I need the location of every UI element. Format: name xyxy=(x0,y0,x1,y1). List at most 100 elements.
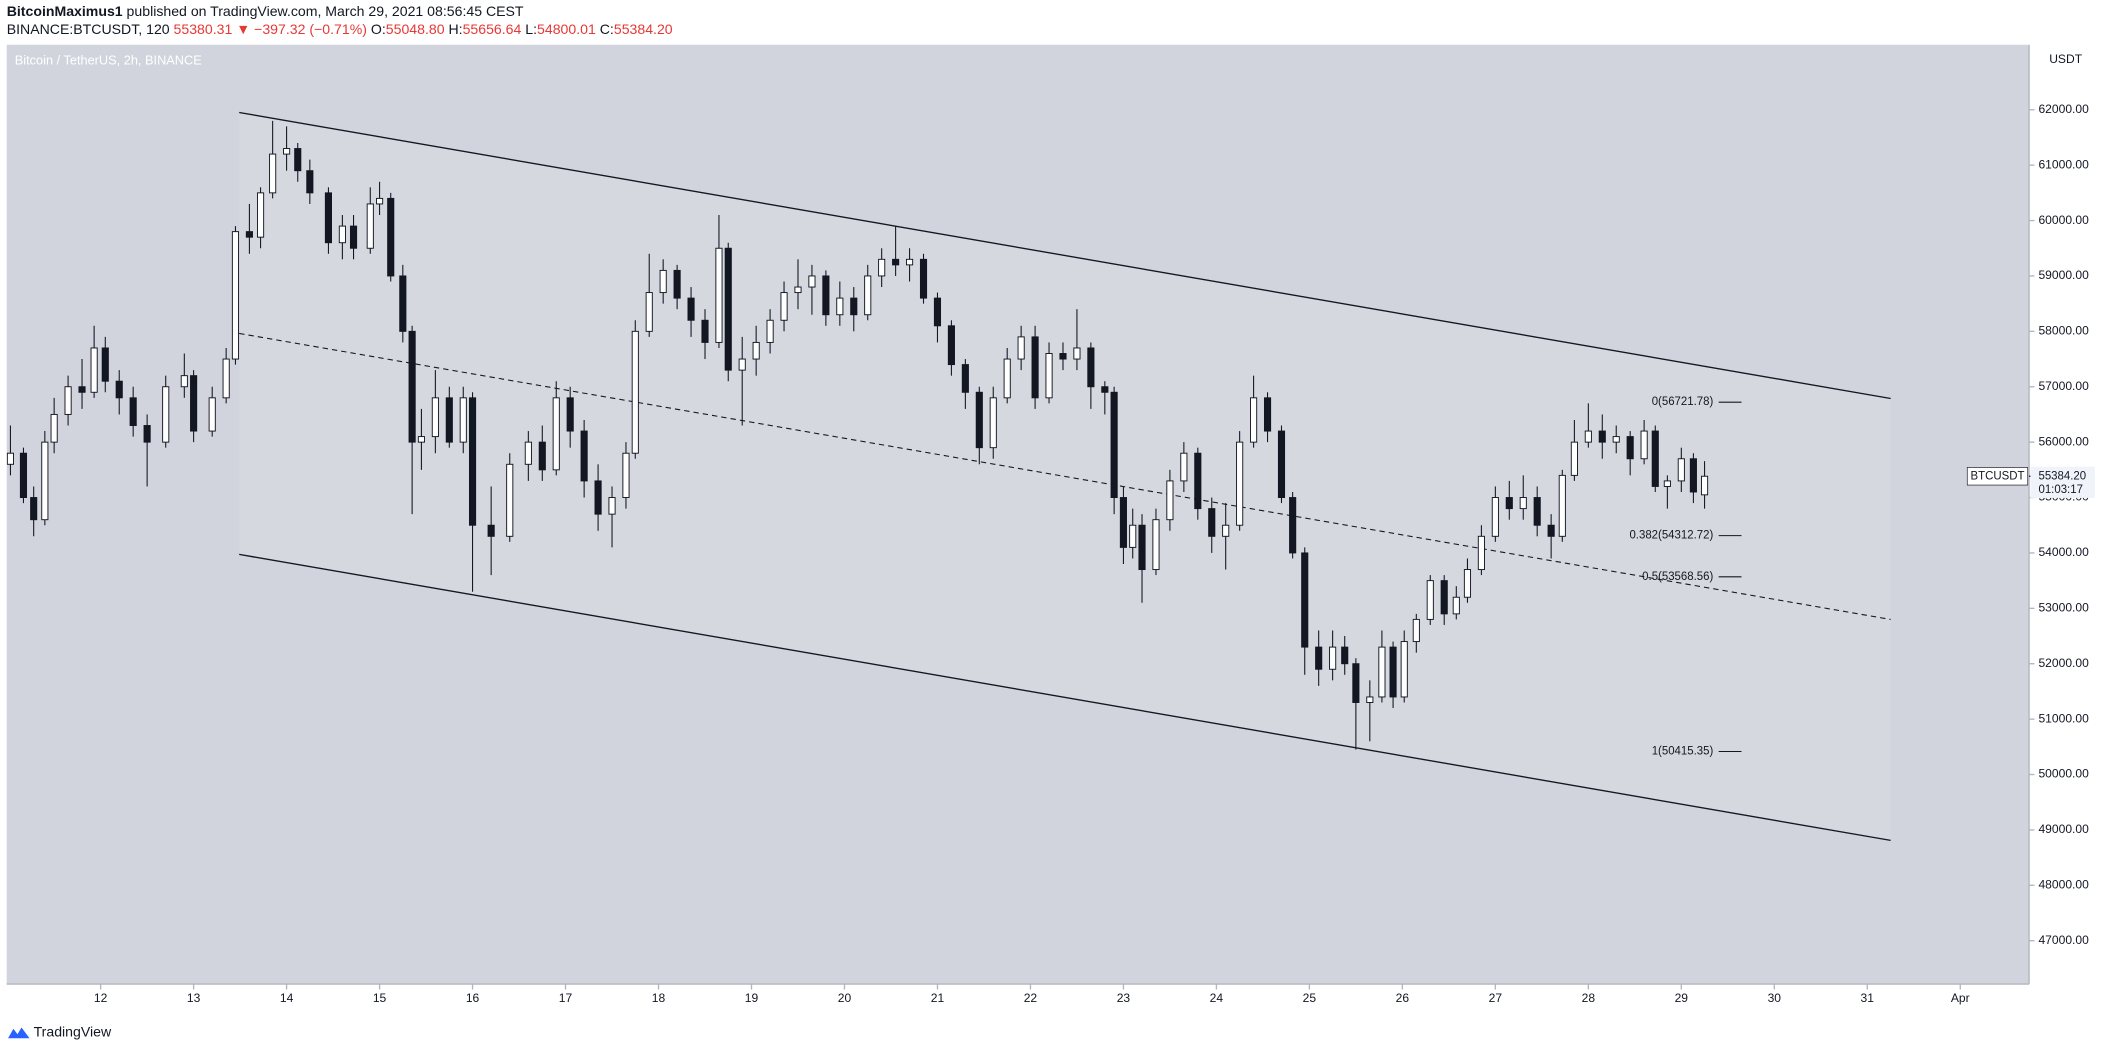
candle-body xyxy=(864,275,872,316)
x-tick-label: 29 xyxy=(1675,991,1689,1005)
plot xyxy=(6,120,1709,750)
candle-body xyxy=(222,358,230,399)
candle-body xyxy=(919,258,928,299)
candle-body xyxy=(387,197,395,277)
candle-body xyxy=(724,247,732,371)
candle-body xyxy=(780,292,788,321)
candle-body xyxy=(1440,580,1448,615)
x-tick-label: 19 xyxy=(745,991,759,1005)
x-tick-label: 27 xyxy=(1489,991,1503,1005)
candle-body xyxy=(324,192,332,244)
candle-body xyxy=(269,153,277,194)
candle-body xyxy=(6,452,14,465)
author: BitcoinMaximus1 xyxy=(7,4,123,20)
y-tick-label: 56000.00 xyxy=(2038,434,2089,448)
candle-body xyxy=(961,364,969,393)
ohlc-value: 55656.64 xyxy=(463,22,522,38)
candle-body xyxy=(645,292,653,332)
candle-body xyxy=(1426,580,1434,620)
y-tick-label: 52000.00 xyxy=(2038,656,2089,670)
candle-body xyxy=(1584,430,1592,443)
candle-body xyxy=(1073,347,1081,360)
x-tick-label: 26 xyxy=(1396,991,1410,1005)
y-tick-label: 62000.00 xyxy=(2038,102,2089,116)
candle-body xyxy=(766,319,774,343)
candle-body xyxy=(538,441,546,471)
candle-body xyxy=(822,275,830,316)
candle-body xyxy=(1289,497,1297,554)
candle-body xyxy=(50,413,58,443)
x-tick-label: 13 xyxy=(187,991,201,1005)
candle-body xyxy=(878,258,886,277)
candle-body xyxy=(245,231,253,238)
price-tag-countdown: 01:03:17 xyxy=(2038,484,2082,496)
x-tick-label: 25 xyxy=(1303,991,1317,1005)
ohlc-value: 55048.80 xyxy=(386,22,445,38)
last-price: 55380.31 xyxy=(174,22,233,38)
candle-body xyxy=(989,397,997,449)
candle-body xyxy=(78,386,86,393)
candle-body xyxy=(366,203,374,249)
x-tick-label: 24 xyxy=(1210,991,1224,1005)
y-tick-label: 47000.00 xyxy=(2038,933,2089,947)
x-tick-label: Apr xyxy=(1951,991,1970,1005)
ohlc-label: H: xyxy=(448,22,462,38)
candle-body xyxy=(129,397,137,426)
candle-body xyxy=(687,297,695,321)
candle-body xyxy=(1558,474,1566,537)
candle-body xyxy=(1352,663,1360,703)
candle-body xyxy=(1477,535,1485,571)
y-tick-label: 49000.00 xyxy=(2038,822,2089,836)
x-tick-label: 15 xyxy=(373,991,387,1005)
candle-body xyxy=(231,231,240,360)
x-tick-label: 16 xyxy=(466,991,480,1005)
candle-body xyxy=(1547,524,1555,537)
candle-body xyxy=(1505,497,1513,510)
footer: TradingView xyxy=(8,1025,112,1041)
candle-body xyxy=(180,375,188,388)
fib-label: 0.382(54312.72) xyxy=(1629,530,1713,542)
candle-body xyxy=(1570,441,1578,476)
candle-body xyxy=(580,430,588,482)
candle-body xyxy=(283,148,291,155)
candle-body xyxy=(445,397,453,443)
header-line: BitcoinMaximus1 published on TradingView… xyxy=(7,4,524,20)
candle-body xyxy=(1366,696,1374,703)
candle-body xyxy=(468,397,477,526)
candle-body xyxy=(1378,646,1386,698)
candle-body xyxy=(1452,596,1460,615)
y-tick-label: 54000.00 xyxy=(2038,545,2089,559)
candle-body xyxy=(1677,458,1685,482)
x-tick-label: 14 xyxy=(280,991,294,1005)
candle-body xyxy=(1087,347,1095,388)
candle-body xyxy=(933,297,942,327)
candle-body xyxy=(1045,353,1053,399)
candle-body xyxy=(1598,430,1606,443)
y-tick-label: 51000.00 xyxy=(2038,711,2089,725)
candle-body xyxy=(487,524,495,537)
candle-body xyxy=(1180,452,1188,482)
candle-body xyxy=(631,330,639,454)
candle-body xyxy=(256,192,265,238)
candle-body xyxy=(808,275,816,288)
x-tick-label: 28 xyxy=(1582,991,1596,1005)
candle-body xyxy=(143,425,151,443)
candle-body xyxy=(294,148,302,172)
y-tick-label: 50000.00 xyxy=(2038,767,2089,781)
candle-body xyxy=(1612,436,1620,443)
ohlc-value: 54800.01 xyxy=(537,22,596,38)
candle-body xyxy=(892,258,900,266)
change: ▼ −397.32 (−0.71%) xyxy=(236,22,367,38)
candle-body xyxy=(1194,452,1202,510)
candle-body xyxy=(1110,391,1118,499)
x-tick-label: 20 xyxy=(838,991,852,1005)
x-tick-label: 21 xyxy=(931,991,945,1005)
ohlc-label: L: xyxy=(525,22,537,38)
fib-label: 1(50415.35) xyxy=(1652,746,1714,758)
candle-body xyxy=(1463,569,1472,598)
candle-body xyxy=(376,197,384,205)
candle-body xyxy=(1301,552,1309,648)
published: published on TradingView.com, March 29, … xyxy=(127,4,524,20)
x-tick-label: 30 xyxy=(1768,991,1782,1005)
candle-body xyxy=(1533,497,1541,526)
